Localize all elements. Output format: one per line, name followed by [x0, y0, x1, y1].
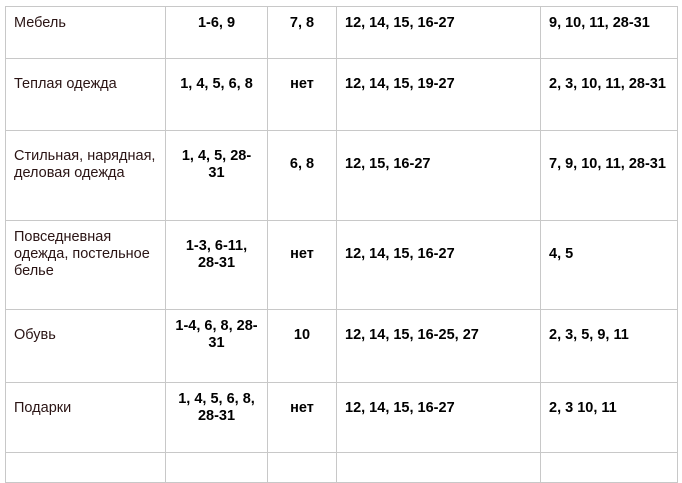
days-cell-1: 1, 4, 5, 28-31: [165, 130, 268, 221]
days-cell-1: 1-6, 9: [165, 6, 268, 59]
days-cell-4: 2, 3 10, 11: [540, 382, 678, 453]
days-cell-3: 12, 14, 15, 16-25, 27: [336, 309, 541, 383]
empty-cell: [540, 452, 678, 483]
cell-text: 1, 4, 5, 6, 8, 28-31: [178, 391, 255, 424]
days-cell-1: 1-4, 6, 8, 28-31: [165, 309, 268, 383]
table-row: Подарки 1, 4, 5, 6, 8, 28-31 нет 12, 14, 15…: [5, 382, 678, 453]
cell-text: 12, 14, 15, 16-27: [345, 399, 455, 416]
cell-text: 2, 3, 10, 11, 28-31: [549, 75, 666, 92]
cell-text: 1, 4, 5, 6, 8: [180, 75, 253, 92]
cell-text: 12, 14, 15, 16-27: [345, 246, 455, 262]
cell-text: Обувь: [14, 326, 56, 343]
days-cell-2: нет: [267, 220, 337, 310]
cell-text: нет: [290, 75, 314, 92]
days-cell-3: 12, 14, 15, 16-27: [336, 6, 541, 59]
cell-text: нет: [290, 246, 314, 262]
cell-text: 12, 14, 15, 16-27: [345, 15, 455, 31]
table-row: Теплая одежда 1, 4, 5, 6, 8 нет 12, 14, 15,…: [5, 58, 678, 131]
days-cell-4: 2, 3, 5, 9, 11: [540, 309, 678, 383]
days-cell-1: 1-3, 6-11, 28-31: [165, 220, 268, 310]
days-cell-2: 7, 8: [267, 6, 337, 59]
days-cell-4: 7, 9, 10, 11, 28-31: [540, 130, 678, 221]
cell-text: 4, 5: [549, 246, 574, 262]
empty-cell: [336, 452, 541, 483]
cell-text: 12, 15, 16-27: [345, 156, 431, 172]
days-cell-2: 6, 8: [267, 130, 337, 221]
item-cell: Стильная, нарядная, деловая одежда: [5, 130, 166, 221]
table-row: Повседневная одежда, постельное белье 1-3…: [5, 220, 678, 310]
days-cell-1: 1, 4, 5, 6, 8: [165, 58, 268, 131]
empty-cell: [5, 452, 166, 483]
days-cell-4: 4, 5: [540, 220, 678, 310]
item-cell: Обувь: [5, 309, 166, 383]
days-cell-3: 12, 15, 16-27: [336, 130, 541, 221]
item-cell: Повседневная одежда, постельное белье: [5, 220, 166, 310]
days-cell-4: 2, 3, 10, 11, 28-31: [540, 58, 678, 131]
days-cell-2: нет: [267, 58, 337, 131]
days-cell-1: 1, 4, 5, 6, 8, 28-31: [165, 382, 268, 453]
table-row: Обувь 1-4, 6, 8, 28-31 10 12, 14, 15, 16-25…: [5, 309, 678, 383]
cell-text: Повседневная одежда, постельное белье: [14, 229, 150, 279]
cell-text: Мебель: [14, 15, 66, 31]
days-cell-3: 12, 14, 15, 16-27: [336, 220, 541, 310]
cell-text: 7, 9, 10, 11, 28-31: [549, 156, 666, 172]
cell-text: 7, 8: [289, 15, 315, 31]
table-row: [5, 452, 678, 483]
cell-text: Подарки: [14, 399, 72, 416]
cell-text: нет: [290, 399, 314, 416]
cell-text: 10: [293, 326, 311, 343]
cell-text: Теплая одежда: [14, 75, 117, 92]
empty-cell: [165, 452, 268, 483]
empty-cell: [267, 452, 337, 483]
item-cell: Подарки: [5, 382, 166, 453]
cell-text: 1-6, 9: [197, 15, 236, 31]
cell-text: 9, 10, 11, 28-31: [549, 15, 650, 31]
cell-text: 1-3, 6-11, 28-31: [185, 237, 248, 271]
cell-text: Стильная, нарядная, деловая одежда: [14, 147, 156, 181]
table-row: Мебель 1-6, 9 7, 8 12, 14, 15, 16-27 9, 10, …: [5, 6, 678, 59]
cell-text: 2, 3, 5, 9, 11: [549, 326, 629, 343]
item-cell: Мебель: [5, 6, 166, 59]
calendar-table: Мебель 1-6, 9 7, 8 12, 14, 15, 16-27 9, 10, …: [5, 6, 678, 483]
cell-text: 6, 8: [289, 156, 315, 172]
item-cell: Теплая одежда: [5, 58, 166, 131]
days-cell-3: 12, 14, 15, 19-27: [336, 58, 541, 131]
cell-text: 12, 14, 15, 19-27: [345, 75, 455, 92]
table-row: Стильная, нарядная, деловая одежда 1, 4, …: [5, 130, 678, 221]
days-cell-2: 10: [267, 309, 337, 383]
cell-text: 1, 4, 5, 28-31: [181, 147, 252, 181]
days-cell-2: нет: [267, 382, 337, 453]
cell-text: 2, 3 10, 11: [549, 399, 617, 416]
days-cell-4: 9, 10, 11, 28-31: [540, 6, 678, 59]
cell-text: 1-4, 6, 8, 28-31: [175, 318, 258, 351]
cell-text: 12, 14, 15, 16-25, 27: [345, 326, 479, 343]
days-cell-3: 12, 14, 15, 16-27: [336, 382, 541, 453]
